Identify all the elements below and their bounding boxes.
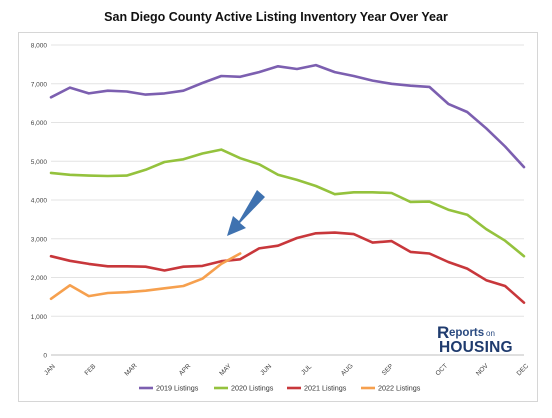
x-tick-label: FEB — [84, 363, 98, 377]
y-tick-label: 4,000 — [31, 198, 48, 205]
x-tick-label: MAR — [123, 362, 138, 377]
y-tick-label: 6,000 — [31, 120, 48, 127]
y-tick-label: 5,000 — [31, 159, 48, 166]
series-line-2021 — [49, 231, 526, 305]
y-tick-label: 3,000 — [31, 236, 48, 243]
logo-letter-r: R — [437, 323, 449, 342]
y-tick-label: 8,000 — [31, 43, 48, 50]
x-tick-label: APR — [178, 363, 193, 378]
x-tick-label: SEP — [381, 363, 395, 377]
legend-label: 2022 Listings — [378, 384, 421, 393]
y-tick-label: 2,000 — [31, 275, 48, 282]
reports-on-housing-logo: R eports on HOUSING — [437, 323, 513, 356]
annotation-arrow — [227, 190, 265, 236]
y-tick-label: 0 — [43, 353, 47, 360]
logo-word-eports: eports — [449, 327, 484, 339]
x-tick-label: NOV — [475, 362, 490, 377]
series-line-2022 — [49, 252, 242, 301]
y-tick-label: 7,000 — [31, 81, 48, 88]
legend: 2019 Listings 2020 Listings 2021 Listings 2… — [139, 384, 421, 393]
x-tick-label: JAN — [43, 363, 57, 377]
chart-panel: 0 1,000 2,000 3,000 4,000 5,000 6,000 7,000 8,00… — [18, 32, 538, 402]
chart-title: San Diego County Active Listing Inventor… — [104, 10, 448, 24]
legend-label: 2020 Listings — [231, 384, 274, 393]
x-tick-label: OCT — [435, 363, 450, 378]
x-tick-label: MAY — [218, 362, 233, 377]
x-tick-label: JUL — [300, 363, 313, 376]
chart-svg: 0 1,000 2,000 3,000 4,000 5,000 6,000 7,000 8,00… — [31, 43, 531, 393]
series-line-2019 — [49, 63, 526, 169]
logo-word-housing: HOUSING — [439, 339, 513, 356]
y-tick-label: 1,000 — [31, 314, 48, 321]
gridlines — [51, 44, 524, 356]
x-tick-label: AUG — [340, 362, 355, 377]
logo-word-on: on — [486, 329, 495, 338]
series-lines — [49, 63, 526, 305]
legend-label: 2021 Listings — [304, 384, 347, 393]
annotation-arrow-shape — [227, 190, 265, 236]
series-line-2020 — [49, 148, 526, 258]
x-tick-label: DEC — [516, 362, 531, 377]
legend-label: 2019 Listings — [156, 384, 199, 393]
x-tick-label: JUN — [259, 363, 273, 377]
